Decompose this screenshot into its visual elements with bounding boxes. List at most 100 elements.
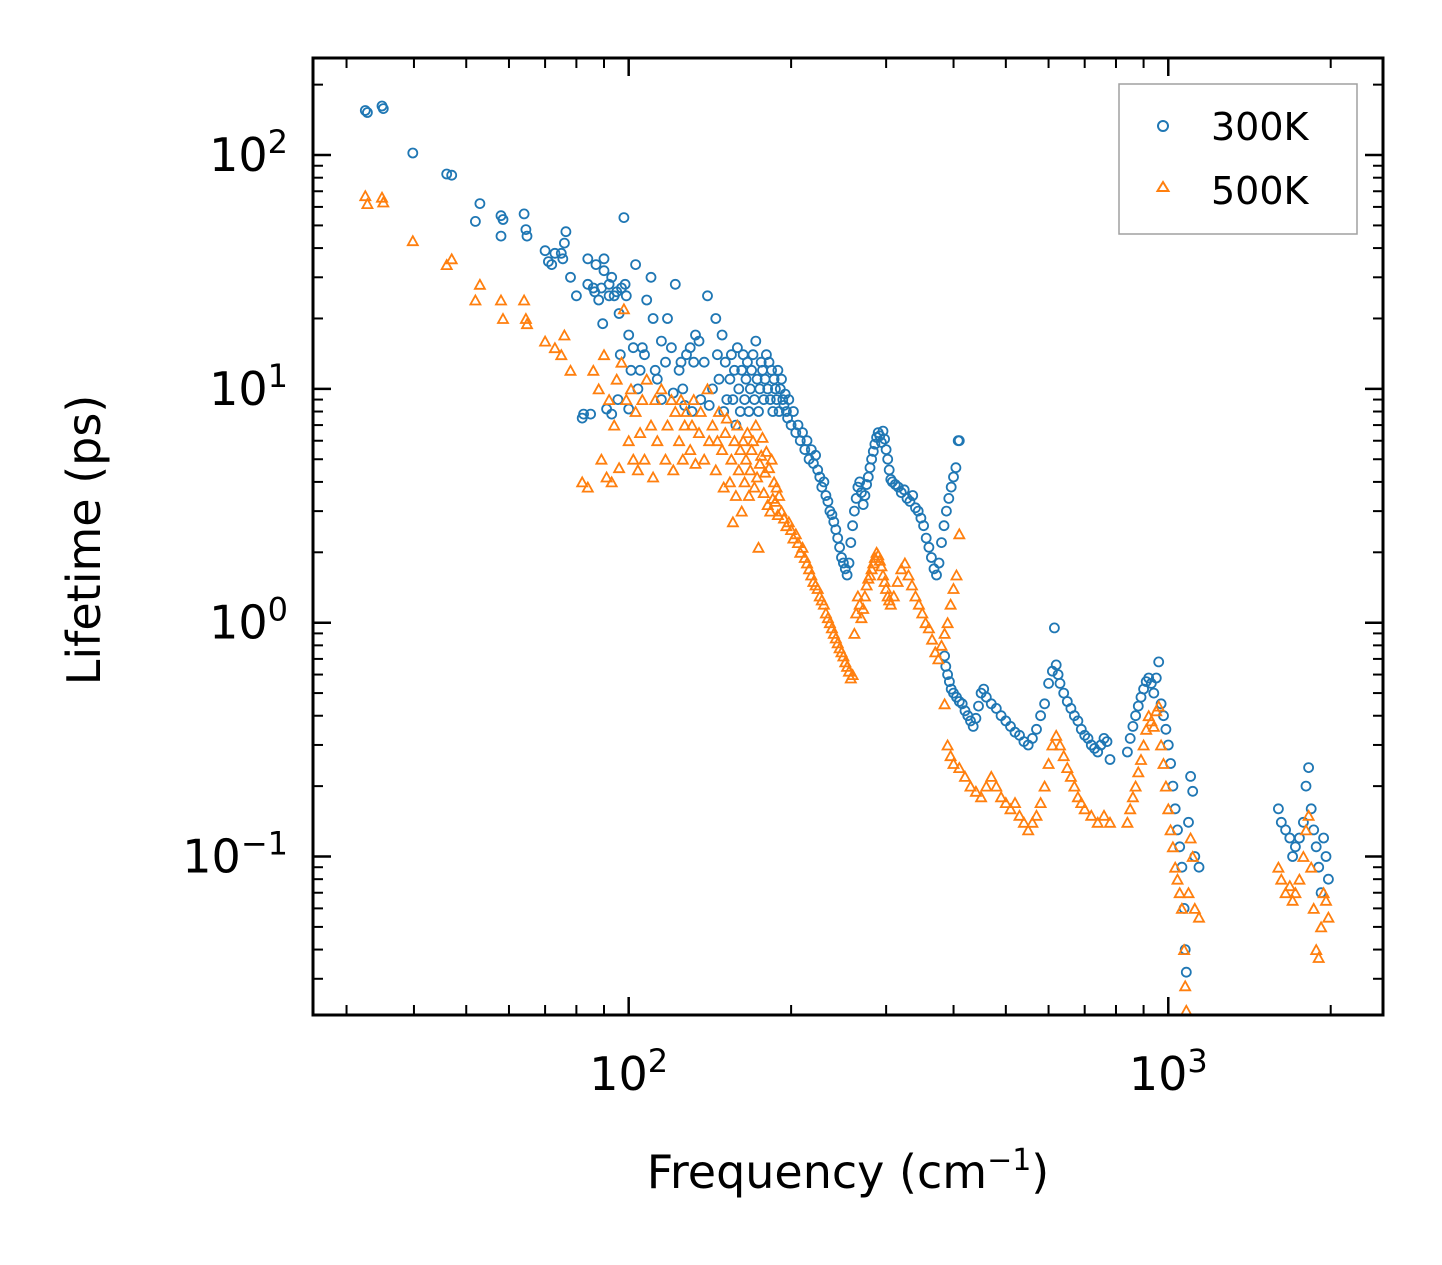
data-point-300k [1050,659,1062,671]
data-point-500k [931,652,945,665]
data-point-300k [866,453,877,465]
data-point-300k [886,476,898,488]
data-point-500k [1292,872,1306,885]
data-point-500k [1078,802,1092,815]
data-point-300k [777,394,789,406]
data-point-500k [1154,738,1168,751]
data-point-500k [1097,808,1111,821]
data-point-300k [895,487,907,499]
data-point-300k [606,271,618,283]
data-point-500k [782,515,796,528]
data-point-300k [1122,746,1133,758]
data-point-500k [1045,738,1059,751]
data-point-300k [754,383,766,395]
data-point-500k [1312,951,1326,963]
data-point-300k [826,509,838,520]
data-point-300k [639,349,650,361]
data-point-500k [710,434,724,447]
legend-marker-500k [1155,180,1171,192]
data-point-500k [771,508,785,520]
data-point-300k [702,290,713,302]
data-point-500k [1091,815,1105,828]
data-point-300k [630,259,641,271]
y-tick-labels: 10−1 100 101 102 [182,123,288,884]
data-point-300k [521,230,533,242]
data-point-300k [920,532,932,544]
data-point-500k [894,562,908,575]
data-point-500k [912,597,926,610]
data-point-300k [693,335,705,347]
data-point-500k [614,355,629,368]
data-point-300k [843,557,855,569]
data-point-300k [1153,656,1165,668]
data-point-500k [672,434,686,447]
data-point-500k [1074,796,1088,808]
data-point-300k [1193,861,1205,873]
data-point-300k [559,237,570,249]
data-point-300k [762,383,774,395]
data-point-500k [1159,779,1173,792]
data-point-500k [1137,738,1151,751]
data-point-500k [517,293,531,306]
data-point-300k [772,364,784,376]
data-point-500k [1025,815,1039,828]
data-point-500k [1038,779,1052,792]
data-point-500k [629,405,643,417]
data-point-500k [375,190,389,203]
data-point-300k [792,419,804,431]
data-point-300k [933,557,945,569]
data-point-500k [1170,872,1185,885]
data-point-300k [623,329,635,341]
data-point-300k [361,107,373,118]
data-point-300k [1130,710,1141,722]
data-point-300k [1318,832,1329,844]
data-point-500k [1134,753,1148,765]
data-point-300k [970,712,982,724]
data-point-500k [658,452,673,465]
data-point-300k [943,492,955,504]
data-point-500k [974,790,988,803]
data-point-500k [777,511,791,524]
data-point-500k [1064,770,1078,782]
data-point-300k [944,676,955,687]
data-point-500k [915,606,929,619]
data-point-300k [732,342,743,354]
data-point-500k [768,495,782,507]
axis-ticks [313,58,1383,1015]
data-point-300k [1127,721,1139,732]
data-point-500k [1321,910,1335,923]
data-point-300k [377,103,389,114]
data-point-500k [969,784,983,797]
data-point-300k [597,318,609,330]
data-point-300k [543,256,554,268]
data-point-300k [838,557,849,569]
data-point-500k [376,195,390,208]
series-500k [358,189,1335,1016]
data-point-300k [593,294,605,306]
data-point-500k [1049,728,1063,741]
data-point-500k [624,382,638,395]
data-point-300k [950,462,962,474]
data-point-500k [626,452,640,465]
data-point-300k [612,394,624,406]
data-point-500k [712,405,726,417]
data-point-500k [730,418,744,431]
data-point-500k [554,348,568,361]
data-point-500k [770,480,784,493]
y-tick-label: 10−1 [182,825,288,884]
data-point-300k [758,394,770,406]
data-point-500k [1161,802,1175,815]
legend-label-500k: 500K [1211,169,1310,213]
data-point-300k [1187,785,1199,797]
data-point-300k [781,406,792,417]
data-point-300k [1035,710,1046,722]
data-point-500k [891,575,905,587]
data-point-300k [973,700,984,712]
data-point-500k [1299,823,1313,836]
data-point-300k [882,453,894,465]
data-point-300k [1287,851,1298,862]
data-point-500k [1003,802,1018,815]
data-point-300k [836,552,847,563]
data-point-500k [1307,902,1321,914]
